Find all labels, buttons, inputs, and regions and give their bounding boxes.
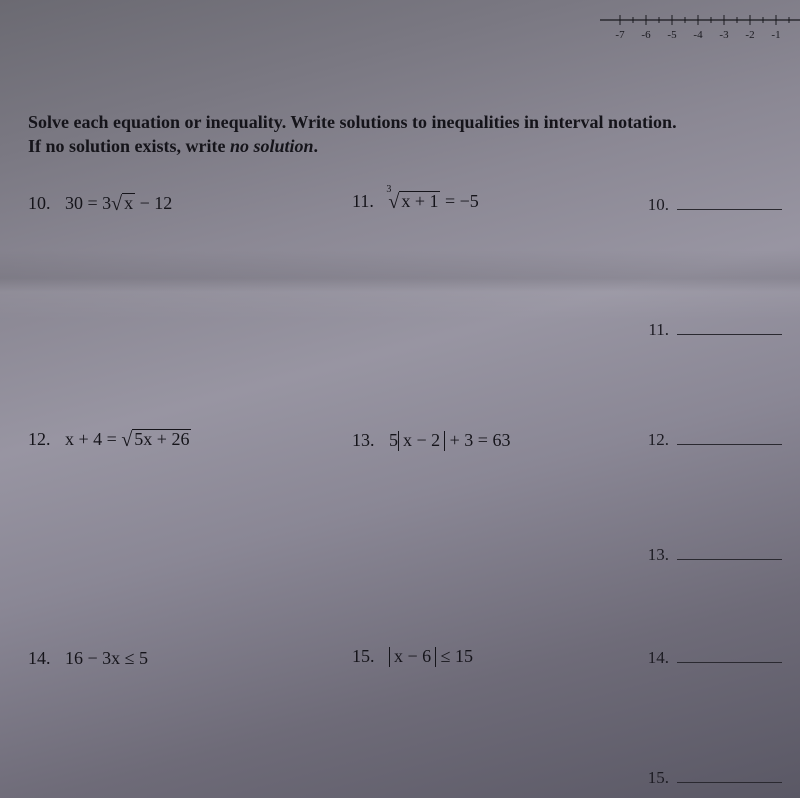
problem-number: 12. — [28, 429, 51, 450]
problem-equation: 30 = 3√x − 12 — [65, 193, 172, 213]
sqrt-icon: √5x + 26 — [121, 428, 191, 451]
number-line: -7 -6 -5 -4 -3 -2 -1 — [600, 8, 800, 48]
problem-12: 12. x + 4 = √5x + 26 — [28, 428, 191, 451]
answer-blank[interactable] — [677, 649, 782, 663]
tick-label: -5 — [667, 29, 677, 41]
instructions: Solve each equation or inequality. Write… — [28, 110, 772, 159]
sqrt-icon: √x — [111, 192, 135, 215]
tick-label: -7 — [615, 29, 625, 41]
tick-label: -4 — [693, 29, 703, 41]
answer-number: 10. — [648, 195, 669, 215]
answer-slot-11: 11. — [648, 320, 782, 340]
problem-number: 15. — [352, 646, 375, 667]
tick-label: -3 — [719, 29, 729, 41]
answer-number: 15. — [648, 768, 669, 788]
answer-slot-15: 15. — [648, 768, 782, 788]
answer-blank[interactable] — [677, 769, 782, 783]
tick-label: -6 — [641, 29, 651, 41]
answer-slot-13: 13. — [648, 545, 782, 565]
eq-after: − 12 — [135, 193, 172, 213]
tick-label: -2 — [745, 29, 754, 41]
answer-number: 11. — [648, 320, 669, 340]
eq-before: 30 = 3 — [65, 193, 111, 213]
problem-10: 10. 30 = 3√x − 12 — [28, 192, 172, 215]
absolute-value: x − 2 — [398, 431, 445, 451]
problem-15: 15. x − 6 ≤ 15 — [352, 646, 473, 667]
answer-blank[interactable] — [677, 546, 782, 560]
cuberoot-icon: 3√x + 1 — [388, 190, 440, 213]
answer-number: 13. — [648, 545, 669, 565]
radicand: 5x + 26 — [132, 429, 191, 449]
answer-slot-12: 12. — [648, 430, 782, 450]
answer-slot-14: 14. — [648, 648, 782, 668]
answer-blank[interactable] — [677, 196, 782, 210]
paper-crease — [0, 250, 800, 320]
problem-11: 11. 3√x + 1 = −5 — [352, 190, 479, 213]
problem-equation: 3√x + 1 = −5 — [388, 191, 478, 211]
instructions-line2-post: . — [314, 136, 319, 156]
problem-equation: x − 6 ≤ 15 — [389, 646, 473, 666]
tick-label: -1 — [771, 29, 780, 41]
problem-number: 10. — [28, 193, 51, 214]
problem-equation: x + 4 = √5x + 26 — [65, 429, 191, 449]
worksheet-page: -7 -6 -5 -4 -3 -2 -1 Solve each equation… — [0, 0, 800, 798]
eq-before: x + 4 = — [65, 429, 121, 449]
answer-number: 14. — [648, 648, 669, 668]
answer-slot-10: 10. — [648, 195, 782, 215]
answer-number: 12. — [648, 430, 669, 450]
eq-after: + 3 = 63 — [445, 430, 510, 450]
answer-blank[interactable] — [677, 321, 782, 335]
problem-number: 13. — [352, 430, 375, 451]
problem-13: 13. 5x − 2 + 3 = 63 — [352, 430, 510, 451]
answer-blank[interactable] — [677, 431, 782, 445]
eq-after: = −5 — [440, 191, 478, 211]
instructions-line1: Solve each equation or inequality. Write… — [28, 112, 677, 132]
problem-equation: 5x − 2 + 3 = 63 — [389, 430, 510, 450]
eq-before: 5 — [389, 430, 398, 450]
radicand: x + 1 — [399, 191, 440, 211]
problem-number: 11. — [352, 191, 374, 212]
problem-14: 14. 16 − 3x ≤ 5 — [28, 648, 148, 669]
instructions-line2-pre: If no solution exists, write — [28, 136, 230, 156]
problem-equation: 16 − 3x ≤ 5 — [65, 648, 148, 668]
instructions-italic: no solution — [230, 136, 314, 156]
eq-after: ≤ 15 — [436, 646, 473, 666]
problem-number: 14. — [28, 648, 51, 669]
radicand: x — [122, 193, 135, 213]
absolute-value: x − 6 — [389, 647, 436, 667]
